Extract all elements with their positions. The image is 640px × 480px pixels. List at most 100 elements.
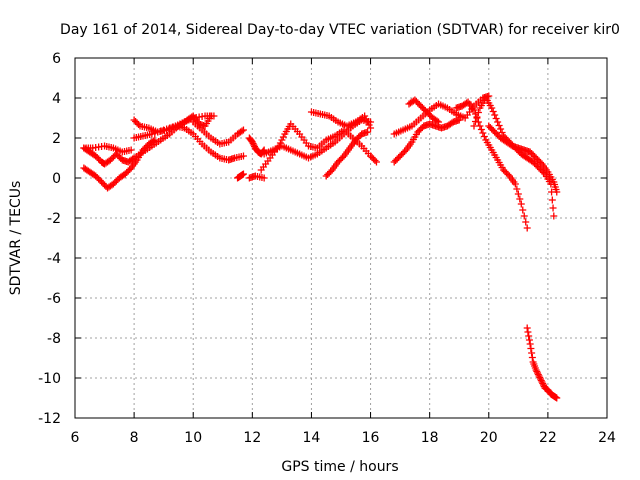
data-point	[517, 200, 525, 208]
y-tick-label: -12	[38, 411, 61, 427]
series-track-i	[245, 172, 268, 182]
y-tick-label: 2	[52, 131, 61, 147]
series-track-h	[245, 134, 268, 158]
data-point-interp	[536, 374, 544, 381]
data-point-interp	[492, 115, 500, 122]
data-point	[151, 136, 159, 144]
data-point-interp	[519, 206, 527, 214]
data-point	[367, 124, 375, 132]
data-point-interp	[549, 204, 557, 212]
data-point-interp	[534, 371, 542, 378]
data-point-interp	[276, 139, 284, 147]
x-tick-label: 18	[421, 430, 439, 446]
data-point	[127, 146, 135, 154]
data-point-interp	[433, 117, 441, 125]
data-point	[550, 212, 558, 220]
series-track-q	[452, 98, 531, 232]
chart-title: Day 161 of 2014, Sidereal Day-to-day VTE…	[60, 22, 620, 38]
y-tick-label: -6	[47, 291, 61, 307]
y-axis-label: SDTVAR / TECUs	[8, 181, 24, 296]
data-point-interp	[477, 126, 485, 133]
data-point	[239, 126, 247, 134]
x-tick-label: 14	[303, 430, 321, 446]
data-point-interp	[491, 111, 499, 119]
series-track-m	[322, 128, 372, 180]
data-point	[488, 104, 496, 112]
series-track-j	[257, 120, 380, 174]
data-point	[538, 378, 546, 386]
data-point-interp	[279, 133, 287, 141]
data-point	[372, 158, 380, 166]
data-point-interp	[516, 195, 524, 203]
x-tick-label: 16	[362, 430, 380, 446]
x-tick-label: 24	[598, 430, 616, 446]
data-point	[470, 106, 478, 114]
data-point-interp	[495, 122, 503, 129]
data-point-interp	[371, 157, 379, 164]
data-point	[532, 366, 540, 374]
data-point-interp	[520, 212, 528, 220]
plot-frame	[74, 57, 608, 419]
data-point-interp	[539, 380, 547, 387]
data-point	[364, 128, 372, 136]
series-track-g	[234, 170, 247, 182]
data-point-interp	[525, 332, 533, 340]
data-point-interp	[525, 336, 533, 344]
data-point-interp	[548, 196, 556, 204]
data-point	[553, 394, 561, 402]
data-point-interp	[278, 136, 286, 144]
x-tick-label: 12	[243, 430, 261, 446]
data-point	[553, 188, 561, 196]
y-tick-labels: -12 -10 -8 -6 -4 -2 0 2 4 6	[38, 51, 61, 427]
data-point	[248, 138, 256, 146]
series-track-f	[189, 118, 247, 148]
y-tick-label: -10	[38, 371, 61, 387]
series-track-p	[405, 96, 443, 126]
data-point-interp	[362, 115, 370, 123]
data-point-interp	[471, 118, 479, 125]
data-point-interp	[473, 113, 481, 121]
series-track-e	[130, 122, 247, 164]
data-point-interp	[513, 185, 521, 193]
data-point-interp	[479, 129, 487, 137]
x-tick-labels: 6 8 10 12 14 16 18 20 22 24	[71, 430, 616, 446]
data-point	[523, 324, 531, 332]
series-track-a	[80, 112, 215, 168]
data-point	[470, 122, 478, 130]
data-point	[239, 170, 247, 178]
data-point-interp	[522, 218, 530, 226]
y-tick-label: 6	[52, 51, 61, 67]
data-point-interp	[238, 127, 246, 135]
data-point	[455, 116, 463, 124]
data-point-interp	[537, 377, 545, 384]
tick-marks	[74, 57, 608, 419]
data-point-interp	[365, 121, 373, 129]
x-tick-label: 22	[539, 430, 557, 446]
data-point	[361, 112, 369, 120]
data-point-interp	[364, 118, 372, 126]
series-track-s	[485, 122, 561, 196]
x-axis-label: GPS time / hours	[281, 459, 398, 475]
x-tick-label: 6	[71, 430, 80, 446]
data-point	[494, 118, 502, 126]
data-point-interp	[528, 354, 536, 361]
data-point	[523, 224, 531, 232]
series-track-n	[390, 116, 463, 166]
series-track-t	[523, 324, 561, 402]
x-tick-label: 10	[184, 430, 202, 446]
data-point	[535, 372, 543, 380]
data-point-interp	[524, 328, 532, 336]
y-tick-label: 0	[52, 171, 61, 187]
data-point	[476, 122, 484, 130]
data-point-interp	[149, 137, 157, 145]
x-tick-label: 8	[130, 430, 139, 446]
data-point-interp	[527, 345, 535, 352]
data-point-interp	[489, 108, 497, 115]
data-point-interp	[514, 190, 522, 198]
data-point	[435, 118, 443, 126]
data-point-interp	[537, 375, 544, 383]
data-point	[511, 180, 519, 188]
y-tick-label: -4	[47, 251, 61, 267]
data-point-interp	[250, 141, 258, 149]
